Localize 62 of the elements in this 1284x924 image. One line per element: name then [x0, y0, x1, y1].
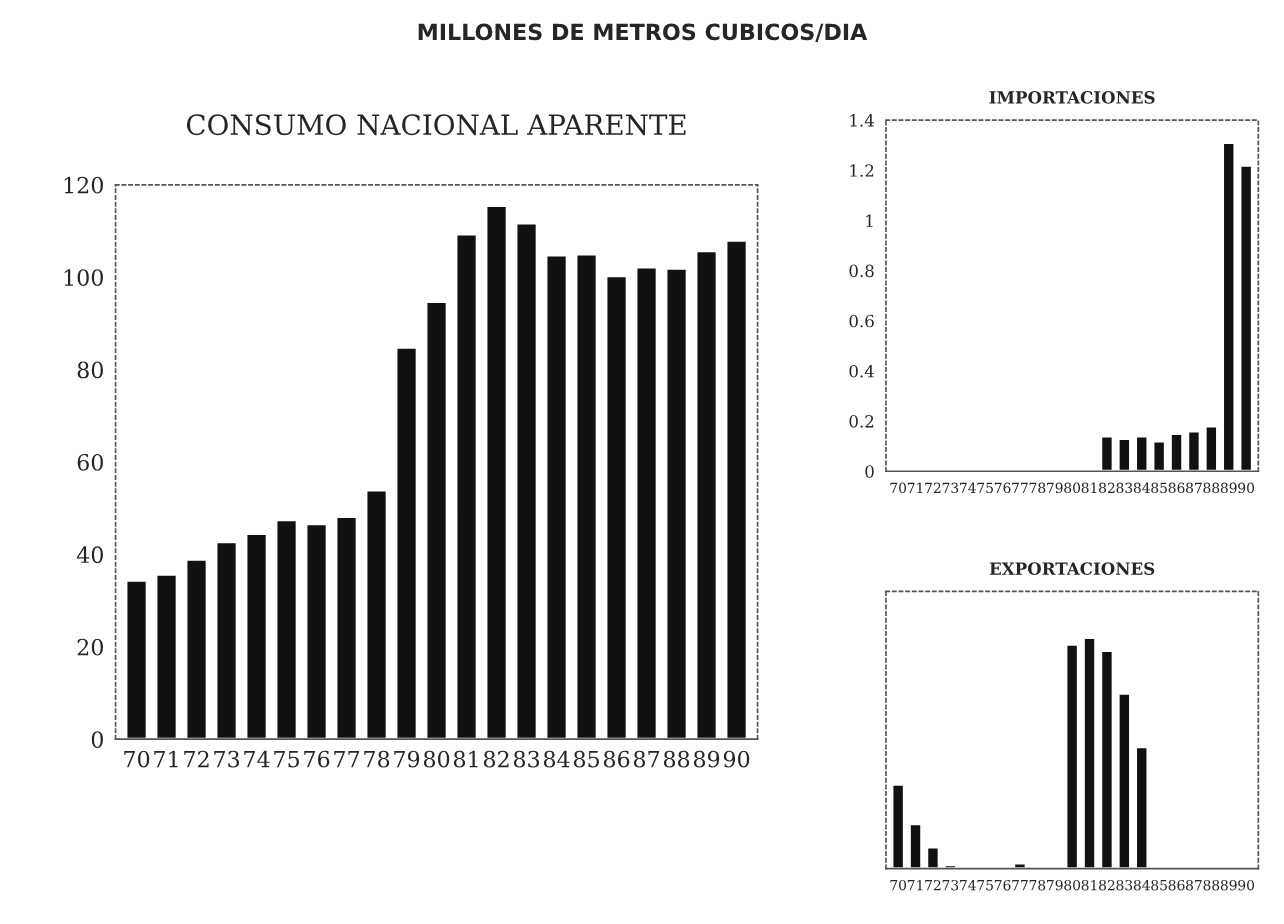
x-tick-label: 85 [573, 750, 599, 768]
x-tick-label: 80 [423, 750, 450, 768]
x-tick-label: 70 [124, 750, 150, 768]
chart-title: IMPORTACIONES [989, 91, 1155, 104]
x-tick-label: 81 [453, 750, 478, 768]
bar [484, 204, 509, 740]
bar [334, 515, 359, 740]
x-tick-label: 86 [603, 750, 630, 768]
text: MILLONES DE METROS CUBICOS/DIA [418, 23, 868, 43]
y-tick-label: 0.2 [849, 415, 874, 428]
chart-title: CONSUMO NACIONAL APARENTE [186, 114, 686, 136]
x-tick-label: 84 [543, 750, 570, 768]
x-tick-label: 90 [723, 750, 750, 768]
bar [424, 300, 449, 740]
x-tick-label: 89 [693, 750, 720, 768]
bar [394, 346, 419, 740]
bar [1012, 861, 1028, 869]
x-tick-label: 78 [364, 750, 390, 768]
x-tick-label: 87 [633, 750, 660, 768]
y-tick-label: 0.4 [849, 364, 875, 378]
bar [604, 274, 629, 740]
y-tick-label: 0.6 [849, 314, 874, 328]
x-tick-label: 74 [244, 750, 270, 768]
y-tick-label: 0 [91, 731, 103, 748]
bar [544, 253, 569, 740]
bar [634, 265, 659, 740]
bar [694, 249, 719, 740]
y-tick-label: 40 [76, 546, 103, 564]
y-tick-label: 120 [64, 176, 103, 194]
bar [664, 267, 689, 740]
y-tick-label: 20 [77, 638, 103, 656]
bar [514, 221, 539, 740]
bar [724, 238, 749, 740]
x-tick-label: 72 [184, 750, 209, 768]
x-tick-label: 73 [214, 750, 240, 768]
y-tick-label: 0 [865, 465, 874, 478]
x-tick-label: 79 [394, 750, 420, 768]
x-tick-label: 75 [274, 751, 299, 768]
bar [184, 558, 209, 740]
y-tick-label: 60 [77, 453, 103, 471]
x-tick-label: 88 [663, 750, 690, 768]
y-tick-label: 100 [64, 269, 103, 286]
y-tick-label: 1 [866, 214, 873, 227]
chart-title: EXPORTACIONES [989, 562, 1155, 575]
bar [574, 252, 599, 740]
x-tick-label: 83 [513, 750, 540, 768]
y-tick-label: 0.8 [849, 264, 874, 278]
bar [274, 518, 299, 740]
bar [214, 540, 239, 740]
x-tick-label: 82 [483, 750, 509, 768]
bar [244, 532, 269, 740]
y-tick-label: 1.4 [850, 114, 875, 127]
bar [364, 488, 389, 740]
bar [454, 232, 479, 740]
bar [154, 572, 179, 740]
y-tick-label: 1.2 [850, 164, 874, 177]
x-tick-label: 71 [154, 750, 178, 768]
y-tick-label: 80 [77, 361, 103, 379]
bar [124, 578, 149, 740]
x-tick-label: 77 [334, 751, 360, 768]
x-tick-label: 76 [304, 750, 330, 768]
bar [304, 522, 329, 740]
